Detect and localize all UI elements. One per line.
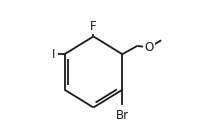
Text: I: I: [52, 48, 56, 61]
Text: O: O: [144, 41, 154, 54]
Text: Br: Br: [116, 109, 129, 122]
Text: F: F: [90, 20, 97, 33]
